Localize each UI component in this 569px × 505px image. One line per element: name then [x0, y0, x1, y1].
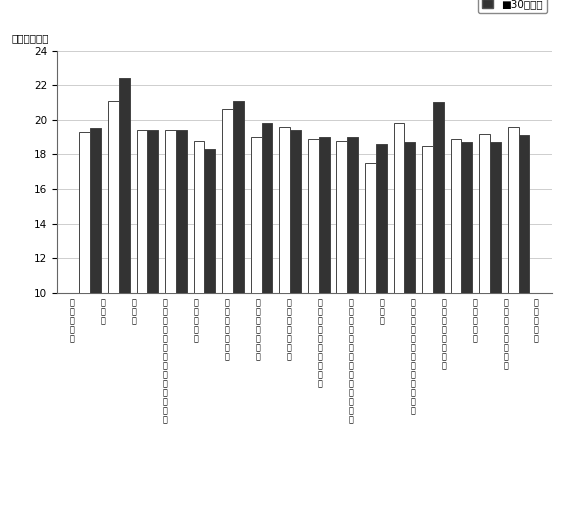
Bar [233, 100, 244, 466]
Text: 医
療
，
福
祉: 医 療 ， 福 祉 [472, 298, 477, 343]
Bar [376, 144, 387, 466]
Bar [319, 137, 329, 466]
Bar [119, 78, 130, 466]
Bar [147, 130, 158, 466]
Bar [262, 123, 273, 466]
Bar [290, 130, 301, 466]
Bar [204, 149, 215, 466]
Bar [222, 110, 233, 466]
Bar [176, 130, 187, 466]
Bar [279, 127, 290, 466]
Bar [479, 134, 490, 466]
Bar [347, 137, 358, 466]
Text: 運
輸
業
，
郵
便
業: 運 輸 業 ， 郵 便 業 [225, 298, 229, 361]
Bar [422, 146, 433, 466]
Text: 電
気
・
ガ
ス
業
・
熱
供
給
・
水
道
業: 電 気 ・ ガ ス 業 ・ 熱 供 給 ・ 水 道 業 [163, 298, 167, 424]
Bar [433, 103, 444, 466]
Text: 製
造
業: 製 造 業 [132, 298, 137, 325]
Text: 調
査
産
業
計: 調 査 産 業 計 [70, 298, 75, 343]
Bar [251, 137, 262, 466]
Bar [365, 163, 376, 466]
Text: 複
合
サ
ー
ビ
ス
事
業: 複 合 サ ー ビ ス 事 業 [503, 298, 508, 370]
Text: 生
活
関
連
サ
ー
ビ
ス
業
，
娯
楽
業: 生 活 関 連 サ ー ビ ス 業 ， 娯 楽 業 [410, 298, 415, 415]
Text: サ
ー
ビ
ス
業: サ ー ビ ス 業 [534, 298, 539, 343]
Bar [490, 142, 501, 466]
Bar [451, 139, 461, 466]
Text: 建
設
業: 建 設 業 [101, 298, 106, 325]
Bar [405, 142, 415, 466]
Text: 金
融
業
，
保
険
業: 金 融 業 ， 保 険 業 [287, 298, 291, 361]
Bar [137, 130, 147, 466]
Text: 情
報
通
信
業: 情 報 通 信 業 [194, 298, 199, 343]
Bar [336, 140, 347, 466]
Text: （単位：日）: （単位：日） [11, 33, 49, 43]
Bar [193, 140, 204, 466]
Bar [108, 100, 119, 466]
Text: 不
動
産
業
，
物
品
賃
貸
業: 不 動 産 業 ， 物 品 賃 貸 業 [318, 298, 322, 388]
Bar [80, 132, 90, 466]
Text: 卸
売
業
，
小
売
業: 卸 売 業 ， 小 売 業 [255, 298, 261, 361]
Bar [461, 142, 472, 466]
Legend: □5人以上, ■30人以上: □5人以上, ■30人以上 [478, 0, 547, 13]
Bar [165, 130, 176, 466]
Bar [394, 123, 405, 466]
Text: 宿
泊
業: 宿 泊 業 [380, 298, 384, 325]
Bar [308, 139, 319, 466]
Bar [518, 135, 529, 466]
Text: 学
術
研
究
，
専
門
技
術
サ
ー
ビ
ス
業: 学 術 研 究 ， 専 門 技 術 サ ー ビ ス 業 [348, 298, 353, 424]
Text: 教
育
，
学
習
支
援
業: 教 育 ， 学 習 支 援 業 [442, 298, 446, 370]
Bar [90, 128, 101, 466]
Bar [508, 127, 518, 466]
